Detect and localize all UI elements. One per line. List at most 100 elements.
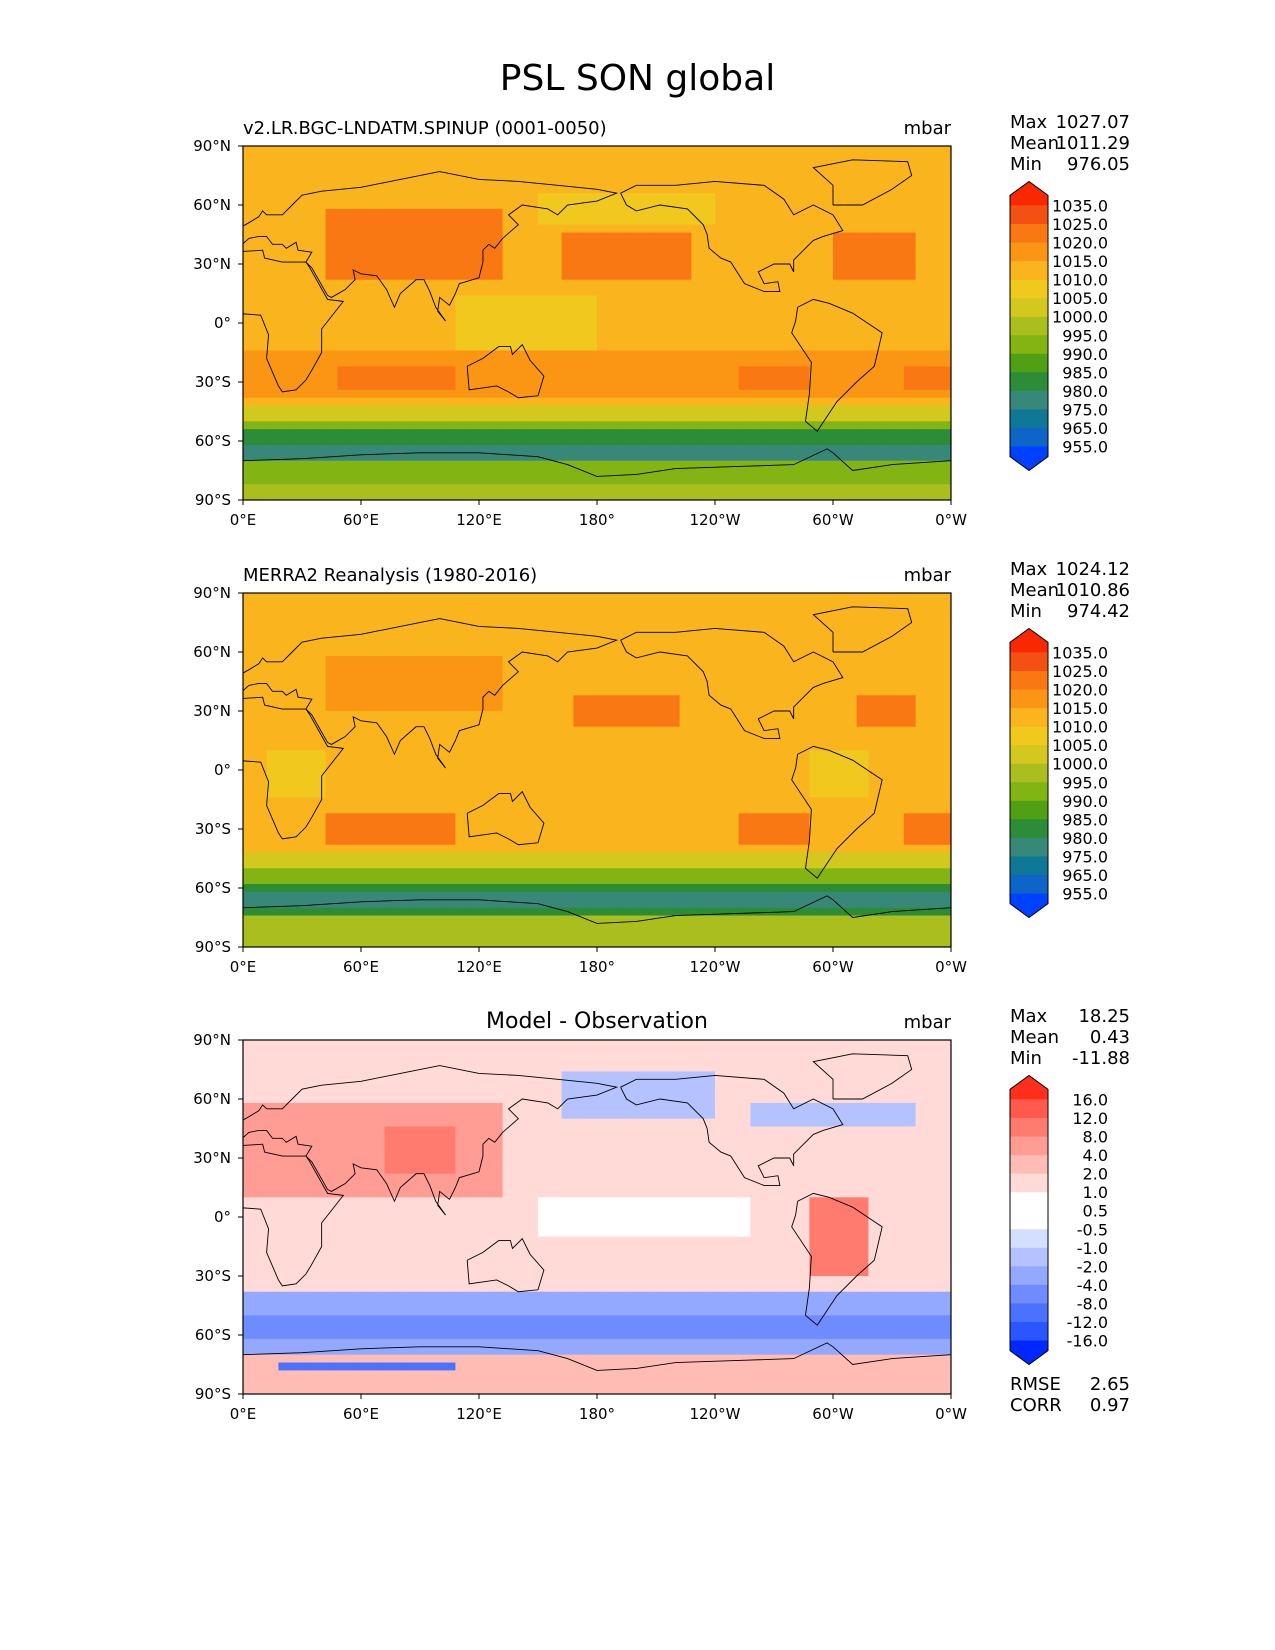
field-cell (750, 687, 763, 696)
field-cell (833, 797, 846, 806)
field-cell (750, 358, 763, 367)
field-cell (313, 476, 327, 485)
field-cell (597, 742, 610, 751)
field-cell (585, 608, 598, 618)
field-cell (797, 687, 810, 696)
field-cell (844, 358, 858, 367)
field-cell (892, 781, 905, 791)
field-cell (302, 319, 315, 328)
field-cell (290, 326, 303, 336)
field-cell (939, 437, 951, 446)
field-cell (656, 405, 669, 415)
field-cell (738, 600, 751, 610)
field-cell (396, 358, 409, 367)
field-cell (597, 821, 610, 830)
field-cell (396, 789, 409, 799)
field-cell (396, 326, 409, 336)
field-cell (892, 821, 905, 830)
field-cell (479, 374, 492, 383)
field-cell (750, 444, 763, 454)
field-cell (679, 703, 692, 712)
field-cell (797, 876, 810, 885)
field-cell (844, 797, 858, 806)
field-cell (915, 444, 928, 454)
field-cell (349, 177, 362, 186)
field-cell (597, 405, 610, 415)
field-cell (502, 240, 515, 249)
field-cell (927, 382, 940, 391)
field-cell (821, 429, 834, 438)
field-cell (302, 208, 315, 218)
field-cell (774, 679, 787, 688)
field-cell (715, 326, 728, 336)
field-cell (809, 405, 822, 415)
field-cell (278, 703, 291, 712)
field-cell (455, 640, 468, 649)
field-cell (302, 405, 315, 415)
field-cell (514, 421, 527, 430)
field-cell (703, 726, 716, 736)
field-cell (774, 876, 787, 885)
field-cell (420, 452, 433, 462)
field-cell (608, 326, 622, 336)
field-cell (337, 876, 350, 885)
field-cell (620, 319, 633, 328)
field-cell (620, 271, 633, 281)
field-cell (915, 766, 928, 775)
field-cell (337, 240, 350, 249)
field-cell (467, 750, 480, 759)
field-cell (679, 224, 692, 234)
field-cell (361, 476, 374, 485)
field-cell (750, 773, 763, 783)
field-cell (549, 468, 563, 477)
field-cell (620, 358, 633, 367)
field-cell (844, 287, 858, 297)
field-cell (844, 240, 858, 249)
field-cell (361, 766, 374, 775)
field-cell (785, 311, 799, 320)
field-cell (892, 632, 905, 641)
field-cell (844, 413, 858, 422)
field-cell (431, 616, 445, 626)
field-cell (384, 608, 397, 618)
field-cell (349, 161, 362, 171)
field-cell (561, 687, 574, 696)
field-cell (420, 303, 433, 312)
field-cell (738, 476, 751, 485)
field-cell (844, 663, 858, 673)
field-cell (927, 358, 940, 367)
field-cell (337, 687, 350, 696)
field-cell (762, 444, 775, 454)
field-cell (821, 216, 834, 226)
field-cell (361, 452, 374, 462)
field-cell (514, 193, 527, 202)
field-cell (502, 797, 515, 806)
map-svg: 90°N60°N30°N0°30°S60°S90°S0°E 60°E 120°E 18… (193, 112, 1130, 529)
field-cell (915, 264, 928, 273)
field-cell (703, 655, 716, 665)
field-cell (372, 593, 386, 602)
field-cell (290, 161, 303, 171)
field-cell (313, 781, 327, 791)
field-cell (703, 366, 716, 375)
field-cell (880, 593, 893, 602)
field-cell (785, 616, 799, 626)
field-cell (667, 295, 681, 304)
field-cell (892, 805, 905, 814)
field-cell (361, 797, 374, 806)
field-cell (927, 224, 940, 234)
field-cell (337, 492, 350, 500)
field-cell (561, 256, 574, 265)
field-cell (821, 201, 834, 210)
field-cell (597, 813, 610, 822)
field-cell (243, 813, 256, 822)
field-cell (608, 264, 622, 273)
field-cell (856, 640, 869, 649)
field-cell (821, 484, 834, 493)
field-cell (396, 264, 409, 273)
field-cell (408, 781, 421, 791)
field-cell (549, 726, 563, 736)
field-cell (337, 311, 350, 320)
field-cell (538, 876, 551, 885)
field-cell (656, 358, 669, 367)
